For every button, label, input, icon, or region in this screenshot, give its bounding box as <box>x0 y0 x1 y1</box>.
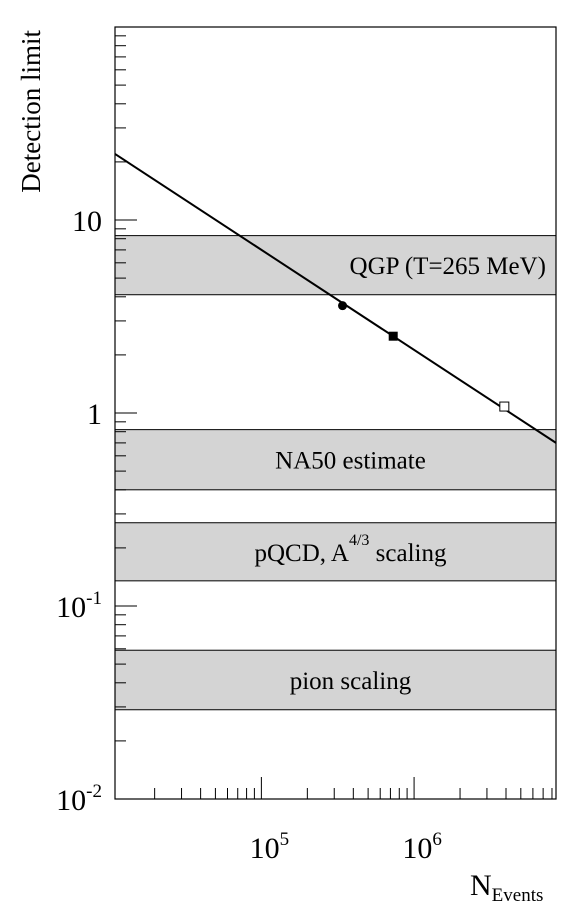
x-tick-label-1: 106 <box>402 829 442 865</box>
y-tick-label-exp-1: -1 <box>86 588 102 609</box>
x-axis-label-main: N <box>470 869 492 902</box>
band-label-0: QGP (T=265 MeV) <box>350 253 546 280</box>
x-tick-label-exp-1: 6 <box>432 829 442 850</box>
band-0 <box>114 235 557 296</box>
y-tick-label-exp-0: -2 <box>86 781 102 802</box>
band-label-2-post: scaling <box>369 540 447 567</box>
x-tick-label-base-1: 10 <box>402 832 432 865</box>
x-axis-label: NEvents <box>470 869 543 906</box>
x-axis-label-sub: Events <box>492 885 544 906</box>
y-tick-label-1: 10-1 <box>56 588 102 624</box>
x-tick-label-0: 105 <box>250 829 290 865</box>
band-2 <box>114 522 557 582</box>
line-layer <box>114 153 557 444</box>
labels-layer: QGP (T=265 MeV) NA50 estimate pQCD, A4/3 s… <box>56 205 546 865</box>
band-label-2-pre: pQCD, A <box>255 540 349 567</box>
band-label-2-sup: 4/3 <box>349 532 369 549</box>
point-filled-square <box>388 331 398 341</box>
y-tick-label-2: 1 <box>87 398 102 431</box>
y-tick-label-base-2: 1 <box>87 398 102 431</box>
band-label-1: NA50 estimate <box>275 448 426 475</box>
y-tick-label-3: 10 <box>72 205 102 238</box>
ticks-layer <box>115 35 553 800</box>
y-tick-label-base-3: 10 <box>72 205 102 238</box>
band-label-3: pion scaling <box>290 668 412 695</box>
x-tick-label-exp-0: 5 <box>280 829 290 850</box>
band-3 <box>114 649 557 711</box>
point-open-square <box>499 401 510 412</box>
x-tick-label-base-0: 10 <box>250 832 280 865</box>
band-1 <box>114 429 557 491</box>
y-tick-label-base-0: 10 <box>56 784 86 817</box>
point-filled-circle <box>338 301 348 311</box>
y-tick-label-0: 10-2 <box>56 781 102 817</box>
fit-line <box>114 153 557 444</box>
band-label-2: pQCD, A4/3 scaling <box>255 532 447 567</box>
bands-layer <box>114 235 557 711</box>
y-tick-label-base-1: 10 <box>56 591 86 624</box>
y-axis-label: Detection limit <box>16 30 46 193</box>
